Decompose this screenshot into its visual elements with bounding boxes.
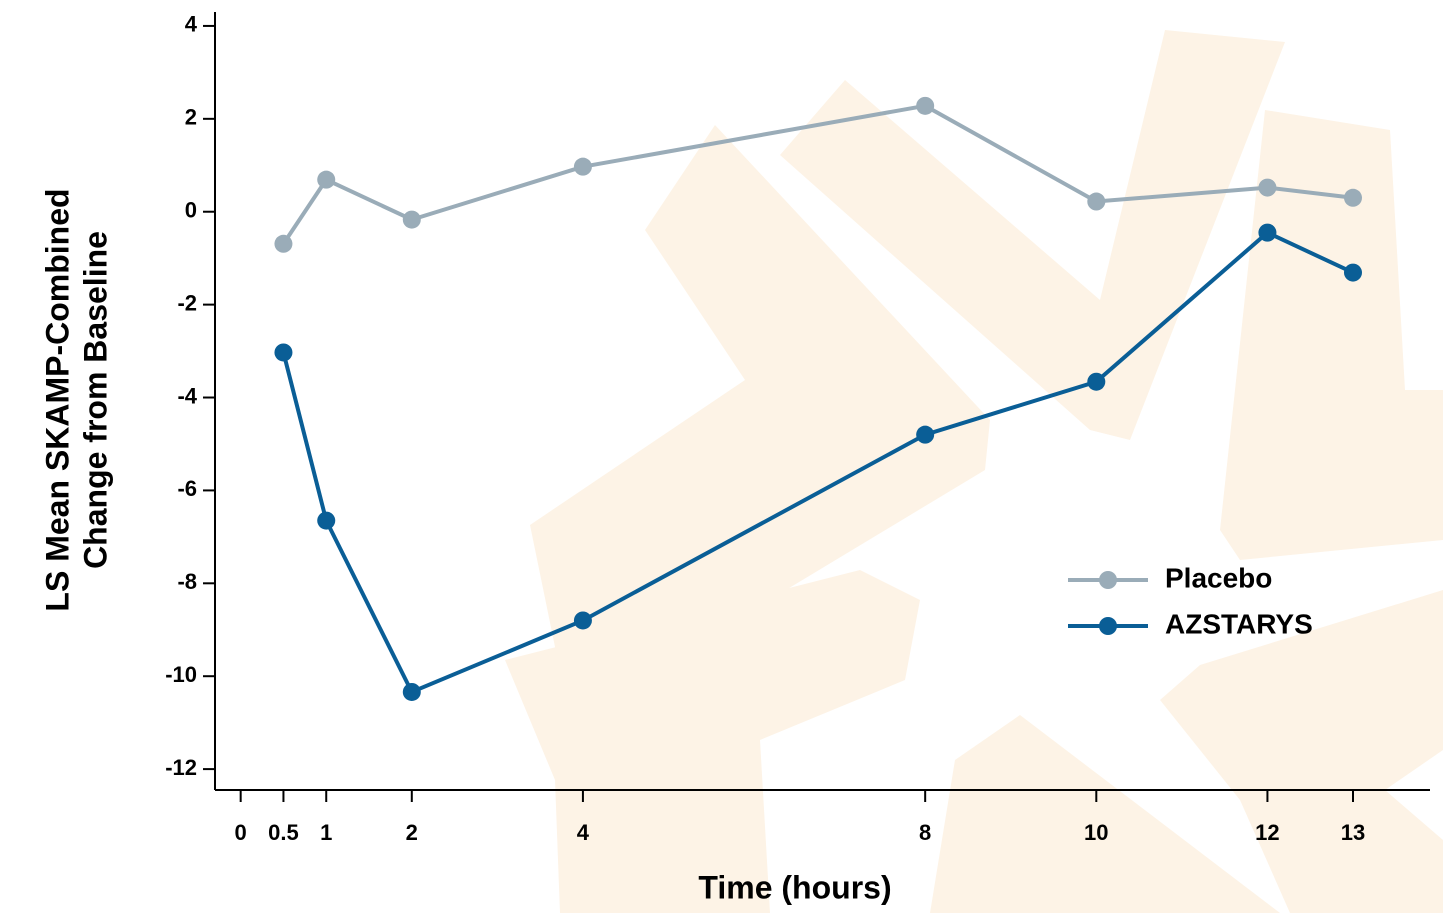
data-point <box>274 343 293 362</box>
data-point <box>573 611 592 630</box>
y-axis-title-line: Change from Baseline <box>77 231 113 569</box>
y-tick-label: -12 <box>165 755 197 780</box>
y-tick-label: 0 <box>185 198 197 223</box>
data-point <box>1343 188 1362 207</box>
data-point <box>1258 178 1277 197</box>
data-point <box>402 210 421 229</box>
x-axis-title: Time (hours) <box>698 869 891 905</box>
y-axis-title: LS Mean SKAMP-Combined Change from Basel… <box>39 188 113 611</box>
data-point <box>916 425 935 444</box>
legend-marker <box>1099 571 1117 589</box>
y-axis-title-line: LS Mean SKAMP-Combined <box>39 188 75 611</box>
legend-label: Placebo <box>1165 562 1272 593</box>
y-tick-label: -2 <box>177 290 197 315</box>
y-tick-label: -4 <box>177 383 197 408</box>
x-tick-label: 10 <box>1084 820 1108 845</box>
data-point <box>1087 192 1106 211</box>
y-tick-label: 4 <box>185 12 198 37</box>
x-tick-label: 0 <box>235 820 247 845</box>
data-point <box>274 234 293 253</box>
legend-marker <box>1099 617 1117 635</box>
data-point <box>916 96 935 115</box>
y-tick-label: -10 <box>165 662 197 687</box>
data-point <box>317 170 336 189</box>
data-point <box>402 682 421 701</box>
x-tick-label: 1 <box>320 820 332 845</box>
y-tick-label: -6 <box>177 476 197 501</box>
legend-label: AZSTARYS <box>1165 608 1313 639</box>
background-art <box>505 30 1443 913</box>
data-point <box>1087 372 1106 391</box>
x-tick-label: 0.5 <box>268 820 299 845</box>
y-tick-label: -8 <box>177 569 197 594</box>
y-tick-label: 2 <box>185 105 197 130</box>
data-point <box>1343 263 1362 282</box>
x-tick-label: 13 <box>1341 820 1365 845</box>
series-line <box>281 103 1354 245</box>
x-tick-label: 2 <box>406 820 418 845</box>
series-line <box>281 230 1354 695</box>
data-point <box>573 157 592 176</box>
x-tick-label: 4 <box>577 820 590 845</box>
data-point <box>1258 223 1277 242</box>
x-tick-label: 8 <box>919 820 931 845</box>
data-point <box>317 511 336 530</box>
x-tick-label: 12 <box>1255 820 1279 845</box>
